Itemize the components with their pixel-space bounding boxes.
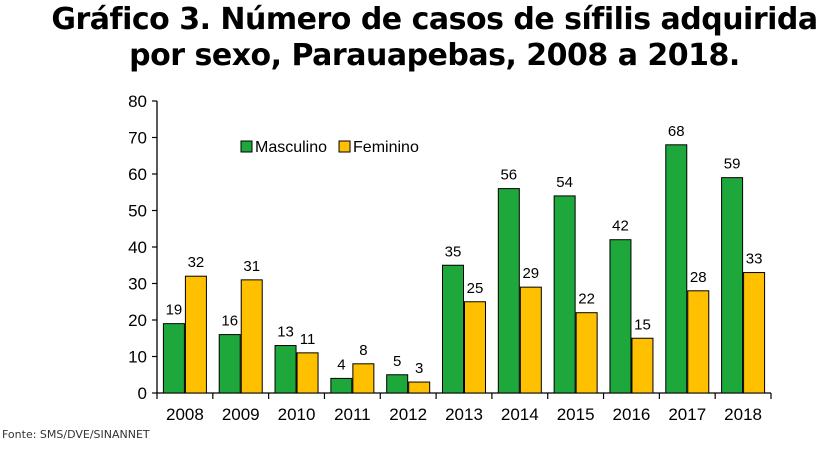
source-note: Fonte: SMS/DVE/SINANNET xyxy=(2,428,150,441)
data-label-masculino-2015: 54 xyxy=(556,174,573,191)
bar-masculino-2016 xyxy=(609,239,632,394)
bar-feminino-2010 xyxy=(296,352,319,394)
data-label-masculino-2014: 56 xyxy=(500,167,517,184)
bar-feminino-2012 xyxy=(408,381,431,394)
bar-masculino-2009 xyxy=(218,334,241,394)
bar-masculino-2018 xyxy=(721,177,744,394)
bar-masculino-2017 xyxy=(665,144,688,394)
x-tick-label: 2011 xyxy=(334,405,371,424)
bar-feminino-2013 xyxy=(464,301,486,394)
y-tick-label: 10 xyxy=(128,348,147,367)
x-tick-label: 2009 xyxy=(222,405,260,424)
y-tick-label: 30 xyxy=(128,275,147,294)
x-tick-label: 2013 xyxy=(445,405,483,424)
x-tick-label: 2017 xyxy=(668,405,706,424)
data-label-feminino-2011: 8 xyxy=(359,342,367,359)
bar-feminino-2017 xyxy=(687,290,710,394)
bar-feminino-2009 xyxy=(240,279,263,394)
chart-bars xyxy=(162,144,766,394)
data-label-feminino-2009: 31 xyxy=(243,258,260,275)
x-tick-label: 2018 xyxy=(724,405,762,424)
chart-legend: Masculino Feminino xyxy=(240,139,419,156)
data-label-masculino-2017: 68 xyxy=(668,123,685,140)
legend-label-feminino: Feminino xyxy=(353,139,419,156)
bar-masculino-2014 xyxy=(497,188,520,394)
chart-axes: 0 10 20 30 40 50 60 70 80 2008 2009 2010 2011 2012 201… xyxy=(128,92,772,424)
data-label-feminino-2008: 32 xyxy=(188,254,205,271)
data-label-masculino-2008: 19 xyxy=(166,302,183,319)
legend-swatch-feminino xyxy=(338,140,351,153)
data-label-feminino-2018: 33 xyxy=(746,251,763,268)
bar-feminino-2014 xyxy=(519,286,542,394)
x-tick-label: 2014 xyxy=(501,405,539,424)
data-label-masculino-2013: 35 xyxy=(445,243,462,260)
x-tick-label: 2010 xyxy=(278,405,316,424)
data-label-feminino-2010: 11 xyxy=(300,331,316,348)
y-tick-label: 20 xyxy=(128,311,147,330)
bar-masculino-2012 xyxy=(386,374,409,394)
chart-title: Gráfico 3. Número de casos de sífilis ad… xyxy=(40,2,829,74)
data-label-masculino-2011: 4 xyxy=(337,356,345,373)
x-tick-label: 2012 xyxy=(389,405,427,424)
bar-feminino-2008 xyxy=(184,275,207,394)
bar-feminino-2015 xyxy=(575,312,598,394)
bar-masculino-2010 xyxy=(274,345,297,394)
data-label-feminino-2015: 22 xyxy=(578,291,595,308)
bar-masculino-2011 xyxy=(330,377,353,394)
bar-feminino-2018 xyxy=(743,272,766,394)
y-tick-label: 60 xyxy=(128,165,147,184)
data-label-feminino-2013: 25 xyxy=(467,280,484,297)
x-tick-label: 2015 xyxy=(557,405,595,424)
chart-data-labels: 19 32 16 31 13 11 48 5 3 35 25 56 29 54 22 42 15 68 28 59 33 xyxy=(166,123,763,377)
data-label-feminino-2017: 28 xyxy=(690,269,707,286)
x-tick-label: 2016 xyxy=(613,405,651,424)
bar-feminino-2011 xyxy=(352,363,375,394)
data-label-masculino-2018: 59 xyxy=(724,156,741,173)
data-label-feminino-2014: 29 xyxy=(522,265,539,282)
chart-title-line-1: Gráfico 3. Número de casos de sífilis ad… xyxy=(51,2,818,37)
data-label-feminino-2012: 3 xyxy=(415,360,423,377)
bar-masculino-2015 xyxy=(553,195,576,394)
bar-masculino-2013 xyxy=(442,264,464,394)
y-tick-label: 80 xyxy=(128,92,147,111)
data-label-masculino-2009: 16 xyxy=(221,313,238,330)
y-tick-label: 50 xyxy=(128,202,147,221)
data-label-feminino-2016: 15 xyxy=(634,316,651,333)
y-tick-label: 70 xyxy=(128,129,147,148)
bar-masculino-2008 xyxy=(162,323,185,394)
x-tick-label: 2008 xyxy=(166,405,204,424)
chart-title-line-2: por sexo, Parauapebas, 2008 a 2018. xyxy=(129,38,740,73)
y-tick-label: 0 xyxy=(138,384,147,403)
data-label-masculino-2010: 13 xyxy=(277,324,294,341)
legend-swatch-masculino xyxy=(240,140,253,153)
bar-feminino-2016 xyxy=(631,337,654,394)
data-label-masculino-2016: 42 xyxy=(612,218,629,235)
legend-label-masculino: Masculino xyxy=(255,139,327,156)
data-label-masculino-2012: 5 xyxy=(393,353,401,370)
y-tick-label: 40 xyxy=(128,238,147,257)
